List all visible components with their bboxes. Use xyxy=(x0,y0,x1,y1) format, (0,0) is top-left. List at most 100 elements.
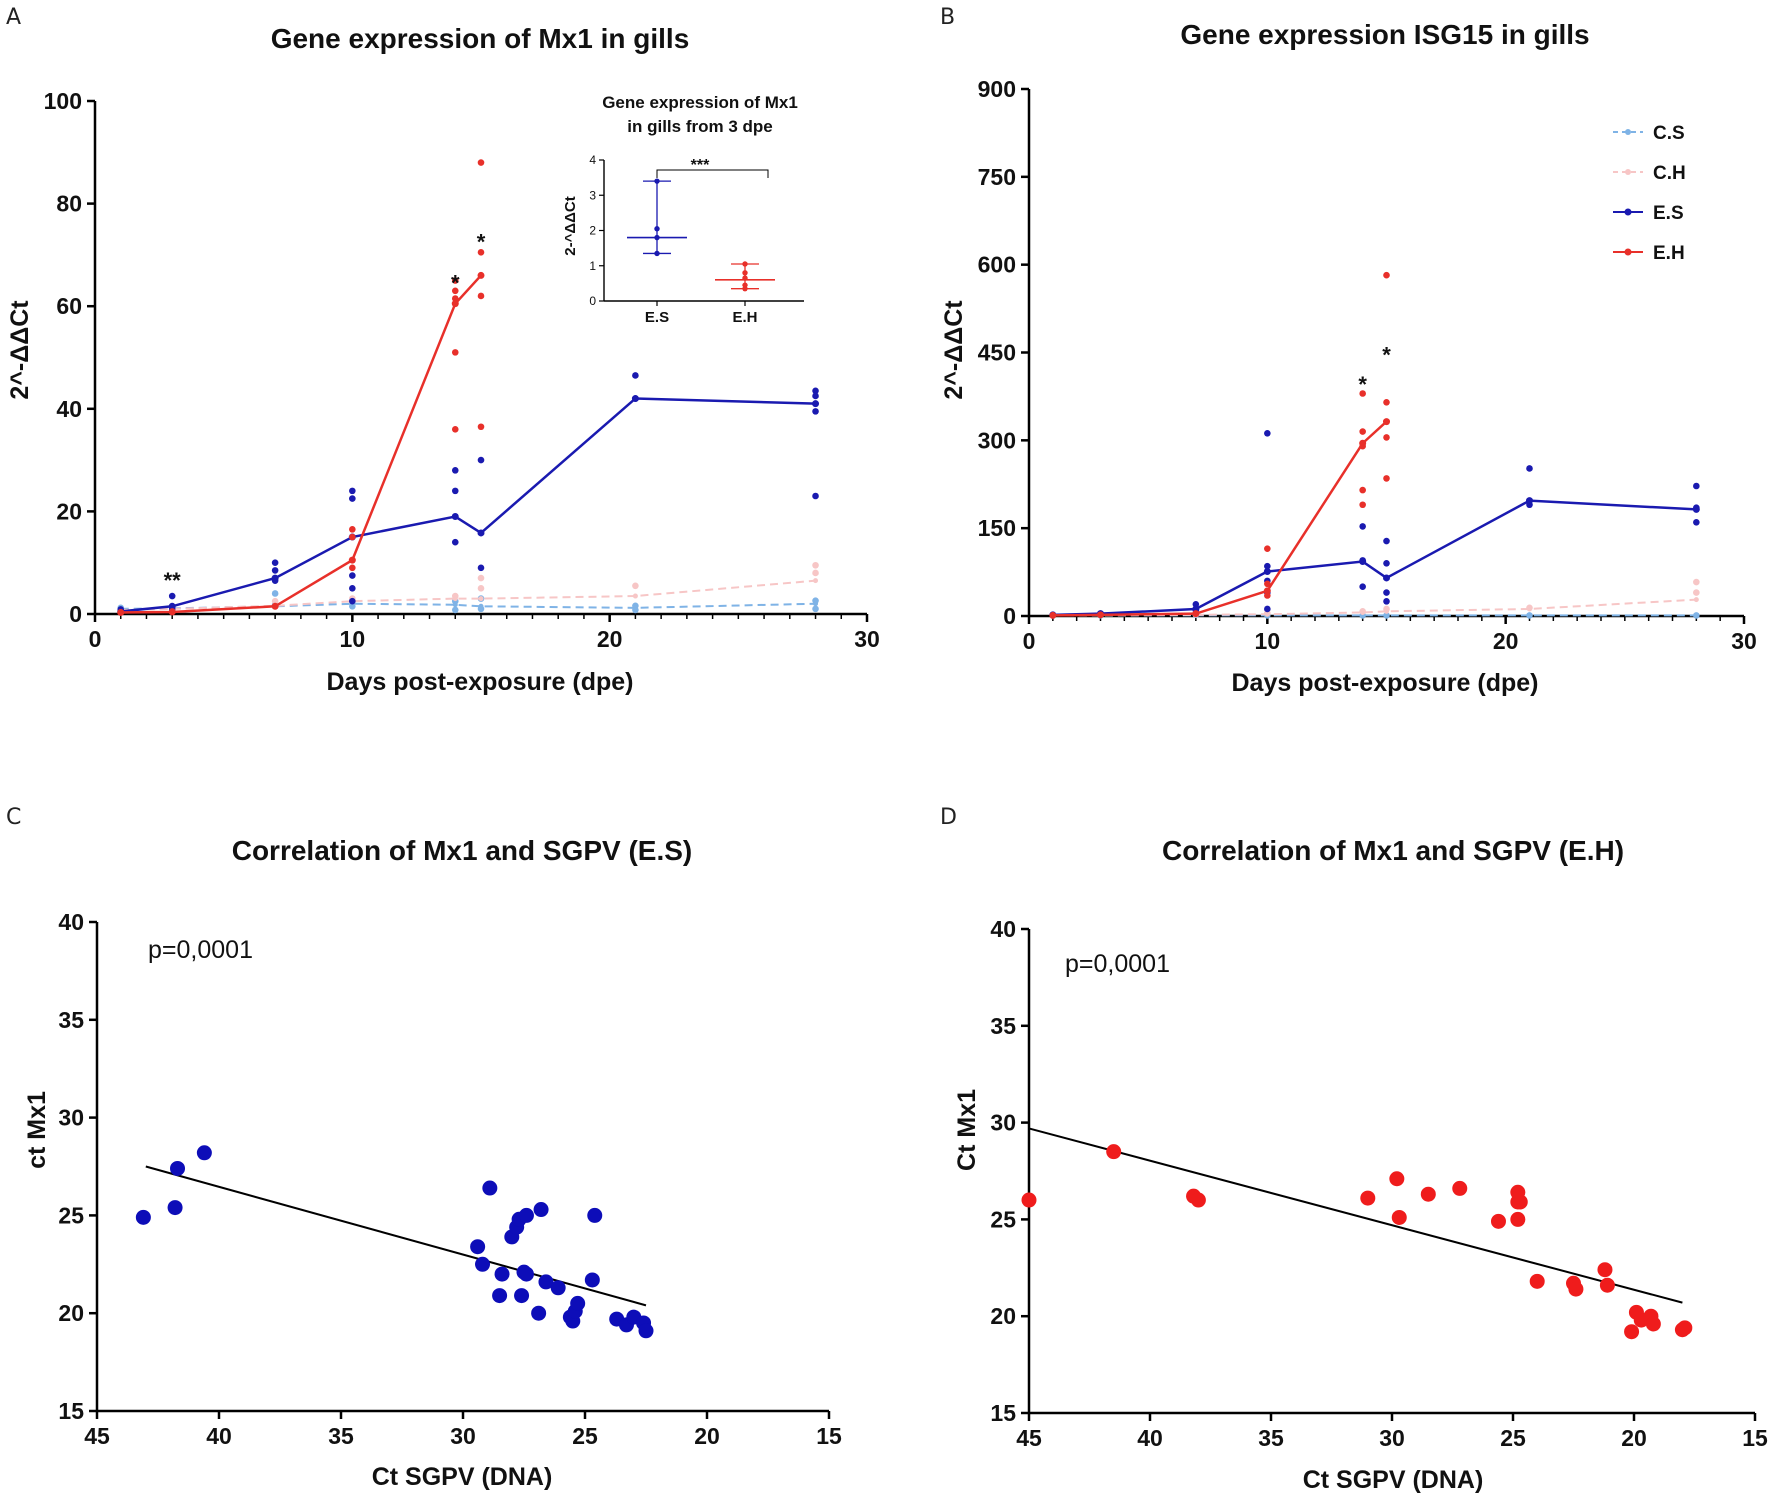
chart-d-point xyxy=(1597,1262,1613,1278)
inset-point-0 xyxy=(654,250,660,257)
chart-d-x-tick-label: 20 xyxy=(1621,1425,1647,1451)
chart-c-x-tick-label: 35 xyxy=(328,1423,354,1449)
chart-a-mean-cs xyxy=(478,603,484,609)
chart-b-y-tick-label: 450 xyxy=(978,340,1016,366)
chart-a-mean-ch xyxy=(632,593,638,599)
chart-b-significance-mark: * xyxy=(1358,372,1367,397)
chart-c-pvalue: p=0,0001 xyxy=(148,936,253,964)
chart-a-point-eh xyxy=(477,292,485,300)
chart-b-line-ch xyxy=(1052,598,1697,617)
chart-b-mean-cs xyxy=(1384,612,1389,618)
chart-d-marks xyxy=(1021,1127,1693,1340)
chart-b-point-eh xyxy=(1264,545,1271,552)
chart-b-y-tick-label: 300 xyxy=(978,427,1016,453)
chart-a-point-es xyxy=(349,495,356,502)
chart-a-point-ch xyxy=(477,585,485,592)
chart-a-point-cs xyxy=(812,605,819,613)
chart-a-point-eh xyxy=(477,249,485,256)
chart-b-point-es xyxy=(1383,598,1390,605)
chart-b-line-eh xyxy=(1052,420,1388,617)
chart-a-point-es xyxy=(812,387,819,395)
chart-a-xlabel: Days post-exposure (dpe) xyxy=(326,668,633,696)
chart-c-point xyxy=(584,1272,600,1288)
chart-d-point xyxy=(1512,1194,1528,1210)
chart-a-significance-mark: ** xyxy=(164,568,182,593)
chart-b-point-eh xyxy=(1383,398,1390,406)
chart-b-x-tick-label: 10 xyxy=(1255,628,1281,654)
chart-a-point-es xyxy=(349,572,356,579)
chart-d-pvalue: p=0,0001 xyxy=(1065,950,1170,978)
inset-mx1-3dpe: Gene expression of Mx1 in gills from 3 d… xyxy=(562,93,804,326)
inset-point-0 xyxy=(654,226,660,232)
chart-b-mean-eh xyxy=(1359,439,1367,447)
chart-c-xlabel: Ct SGPV (DNA) xyxy=(372,1463,553,1491)
chart-a-point-es xyxy=(349,585,356,592)
chart-a-mean-es xyxy=(168,602,176,610)
chart-b-point-es xyxy=(1383,589,1390,596)
chart-b-y-tick-label: 150 xyxy=(978,515,1016,541)
chart-d-x-tick-label: 45 xyxy=(1016,1425,1042,1451)
chart-b-mean-ch xyxy=(1527,606,1532,612)
chart-a-point-es xyxy=(632,372,639,379)
chart-c-point xyxy=(514,1288,530,1304)
inset-y-tick-label: 4 xyxy=(589,153,596,167)
chart-b-mean-es xyxy=(1526,497,1533,505)
chart-d-point xyxy=(1452,1180,1468,1196)
chart-a-mean-eh xyxy=(168,608,176,616)
chart-c-point xyxy=(570,1295,586,1311)
chart-c-x-tick-label: 30 xyxy=(450,1423,476,1449)
chart-a-mean-es xyxy=(631,395,639,403)
panel-d: D Correlation of Mx1 and SGPV (E.H) Ct S… xyxy=(940,805,1768,1494)
chart-b-point-es xyxy=(1359,583,1366,591)
chart-b-mean-es xyxy=(1383,574,1390,582)
chart-b-point-es xyxy=(1264,430,1271,437)
chart-d-point xyxy=(1420,1186,1436,1202)
chart-d-x-tick-label: 15 xyxy=(1742,1425,1768,1451)
chart-a-point-es xyxy=(349,597,356,605)
chart-a-mean-eh xyxy=(271,602,279,610)
chart-b-point-ch xyxy=(1693,589,1700,596)
chart-d-y-tick-label: 35 xyxy=(990,1013,1016,1039)
chart-a-x-tick-label: 10 xyxy=(340,626,366,652)
chart-b-point-es xyxy=(1264,605,1271,613)
chart-b-y-tick-label: 0 xyxy=(1003,603,1016,629)
chart-b-y-tick-label: 750 xyxy=(978,164,1016,190)
chart-a-point-es xyxy=(812,392,819,400)
chart-b-mean-eh xyxy=(1383,418,1390,426)
chart-a-point-es xyxy=(271,567,279,574)
chart-a-point-eh xyxy=(477,423,485,431)
chart-d-point xyxy=(1360,1190,1376,1206)
chart-b-point-eh xyxy=(1359,486,1366,494)
chart-a-x-tick-label: 30 xyxy=(854,626,880,652)
chart-a-mean-es xyxy=(812,400,820,408)
chart-b-mean-ch xyxy=(1360,609,1366,615)
panel-a: A Gene expression of Mx1 in gills Days p… xyxy=(6,5,880,696)
legend-es-marker xyxy=(1624,208,1632,216)
chart-c-y-tick-label: 15 xyxy=(58,1398,84,1424)
chart-b-mean-ch xyxy=(1693,597,1699,603)
chart-b-point-es xyxy=(1383,560,1390,567)
chart-b-point-ch xyxy=(1693,578,1700,586)
chart-d-point xyxy=(1677,1320,1693,1336)
inset-point-0 xyxy=(654,178,660,184)
inset-significance: *** xyxy=(691,157,710,174)
chart-a-title: Gene expression of Mx1 in gills xyxy=(271,23,690,54)
chart-a-mean-es xyxy=(477,529,485,537)
chart-b-mean-cs xyxy=(1693,612,1699,618)
chart-c-point xyxy=(470,1239,486,1255)
chart-c-marks xyxy=(135,1145,654,1339)
chart-b-point-eh xyxy=(1359,428,1366,435)
chart-a-line-es xyxy=(120,397,816,613)
chart-a-point-ch xyxy=(271,597,279,605)
chart-a-y-tick-label: 100 xyxy=(44,88,82,114)
chart-b-x-tick-label: 20 xyxy=(1493,628,1519,654)
chart-b-mean-ch xyxy=(1384,608,1389,614)
chart-a-point-eh xyxy=(451,349,459,356)
chart-a-point-es xyxy=(451,487,459,495)
chart-a-significance-mark: * xyxy=(477,230,486,255)
chart-a-y-tick-label: 80 xyxy=(56,191,82,217)
chart-c-title: Correlation of Mx1 and SGPV (E.S) xyxy=(232,835,693,866)
